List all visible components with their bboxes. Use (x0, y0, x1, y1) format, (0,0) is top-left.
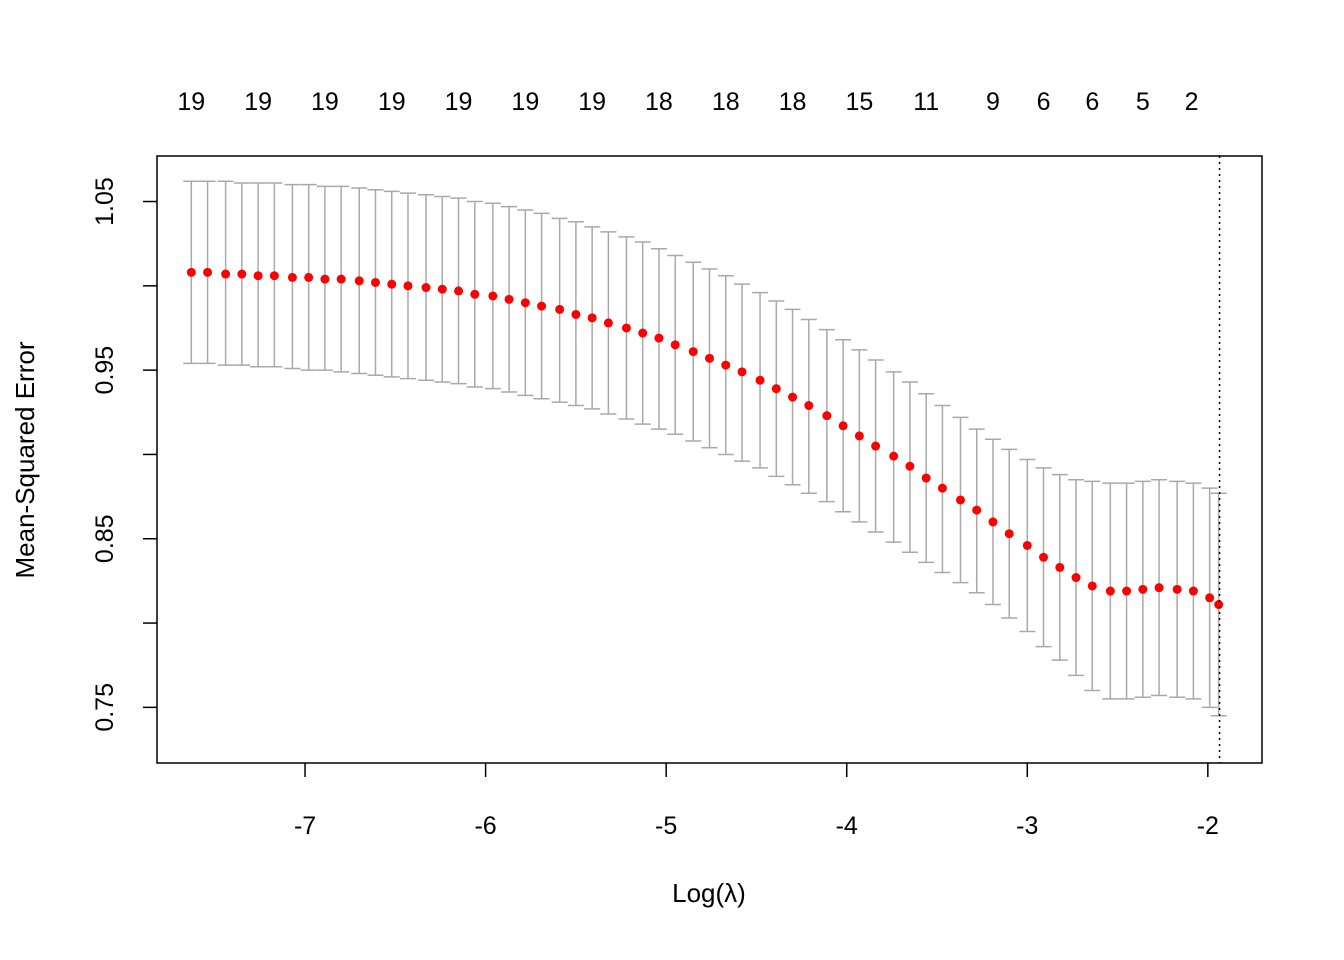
mse-point (520, 298, 530, 308)
error-bars (183, 180, 1227, 717)
mse-point (1055, 562, 1065, 572)
mse-point (287, 272, 297, 282)
y-tick-label: 0.75 (91, 683, 119, 732)
top-axis-label: 19 (511, 88, 539, 116)
top-axis-label: 18 (712, 88, 740, 116)
mse-point (670, 340, 680, 350)
top-axis-label: 5 (1136, 88, 1150, 116)
mse-point (354, 276, 364, 286)
mse-point (387, 279, 397, 289)
x-tick-label: -2 (1197, 812, 1219, 840)
mse-point (186, 267, 196, 277)
mse-point (403, 281, 413, 291)
mse-point (269, 271, 279, 281)
mse-point (638, 328, 648, 338)
top-axis-label: 2 (1185, 88, 1199, 116)
mse-point (488, 291, 498, 301)
y-axis-title: Mean-Squared Error (10, 341, 40, 578)
mse-point (972, 505, 982, 515)
x-tick-label: -5 (655, 812, 677, 840)
mse-point (587, 313, 597, 323)
mse-point (237, 269, 247, 279)
top-axis-variable-counts: 19 19 19 19 19 19 19 18 18 18 15 11 9 6 6 5 2 (177, 88, 1198, 116)
mse-point (955, 495, 965, 505)
mse-point (822, 411, 832, 421)
x-tick-label: -3 (1016, 812, 1038, 840)
x-tick-label: -7 (294, 812, 316, 840)
mse-point (470, 289, 480, 299)
mse-point (621, 323, 631, 333)
mse-point (804, 401, 814, 411)
mse-point (603, 318, 613, 328)
top-axis-label: 19 (445, 88, 473, 116)
top-axis-label: 19 (311, 88, 339, 116)
mse-point (1154, 583, 1164, 593)
mse-point (688, 347, 698, 357)
mse-point (755, 375, 765, 385)
mse-point (304, 272, 314, 282)
mse-point (838, 421, 848, 431)
mse-point (1214, 600, 1224, 610)
top-axis-label: 19 (578, 88, 606, 116)
mse-point (203, 267, 213, 277)
mse-point (1004, 529, 1014, 539)
mse-point (421, 283, 431, 293)
top-axis-label: 18 (779, 88, 807, 116)
top-axis-label: 6 (1085, 88, 1099, 116)
mse-point (654, 333, 664, 343)
mse-point (921, 473, 931, 483)
x-axis-title: Log(λ) (672, 878, 746, 908)
mse-point (221, 269, 231, 279)
mse-point (504, 294, 514, 304)
mse-point (571, 309, 581, 319)
x-tick-label: -4 (836, 812, 858, 840)
mse-point (1022, 540, 1032, 550)
mse-point (705, 353, 714, 363)
mse-point (437, 284, 447, 294)
mse-point (871, 441, 881, 451)
mse-point (771, 384, 781, 394)
x-axis: -7 -6 -5 -4 -3 -2 (294, 763, 1219, 840)
y-tick-label: 1.05 (91, 177, 119, 226)
y-tick-label: 0.85 (91, 514, 119, 563)
data-points (186, 267, 1224, 610)
mse-point (988, 517, 998, 527)
mse-point (937, 483, 947, 493)
mse-point (788, 392, 798, 402)
mse-point (454, 286, 464, 296)
top-axis-label: 19 (244, 88, 272, 116)
mse-point (1105, 586, 1115, 596)
mse-point (889, 451, 899, 461)
mse-point (905, 461, 915, 471)
mse-point (555, 304, 565, 314)
top-axis-label: 19 (378, 88, 406, 116)
top-axis-label: 9 (986, 88, 1000, 116)
x-tick-label: -6 (474, 812, 496, 840)
top-axis-label: 6 (1037, 88, 1051, 116)
mse-point (370, 277, 380, 287)
mse-point (537, 301, 547, 311)
mse-point (1138, 584, 1148, 594)
mse-point (1087, 581, 1097, 591)
top-axis-label: 11 (913, 88, 939, 116)
y-axis: 0.75 0.85 0.95 1.05 (91, 177, 157, 732)
mse-point (1071, 573, 1081, 583)
y-tick-label: 0.95 (91, 346, 119, 395)
top-axis-label: 15 (845, 88, 873, 116)
mse-point (253, 271, 263, 281)
plot-frame (156, 155, 1263, 764)
mse-point (320, 274, 330, 284)
mse-point (854, 431, 864, 441)
mse-point (336, 274, 346, 284)
mse-point (1205, 593, 1215, 603)
mse-point (1039, 552, 1049, 562)
mse-point (1122, 586, 1132, 596)
top-axis-label: 19 (177, 88, 205, 116)
mse-point (737, 367, 747, 377)
mse-point (1188, 586, 1198, 596)
top-axis-label: 18 (645, 88, 673, 116)
mse-point (1172, 584, 1182, 594)
mse-point (721, 360, 731, 370)
